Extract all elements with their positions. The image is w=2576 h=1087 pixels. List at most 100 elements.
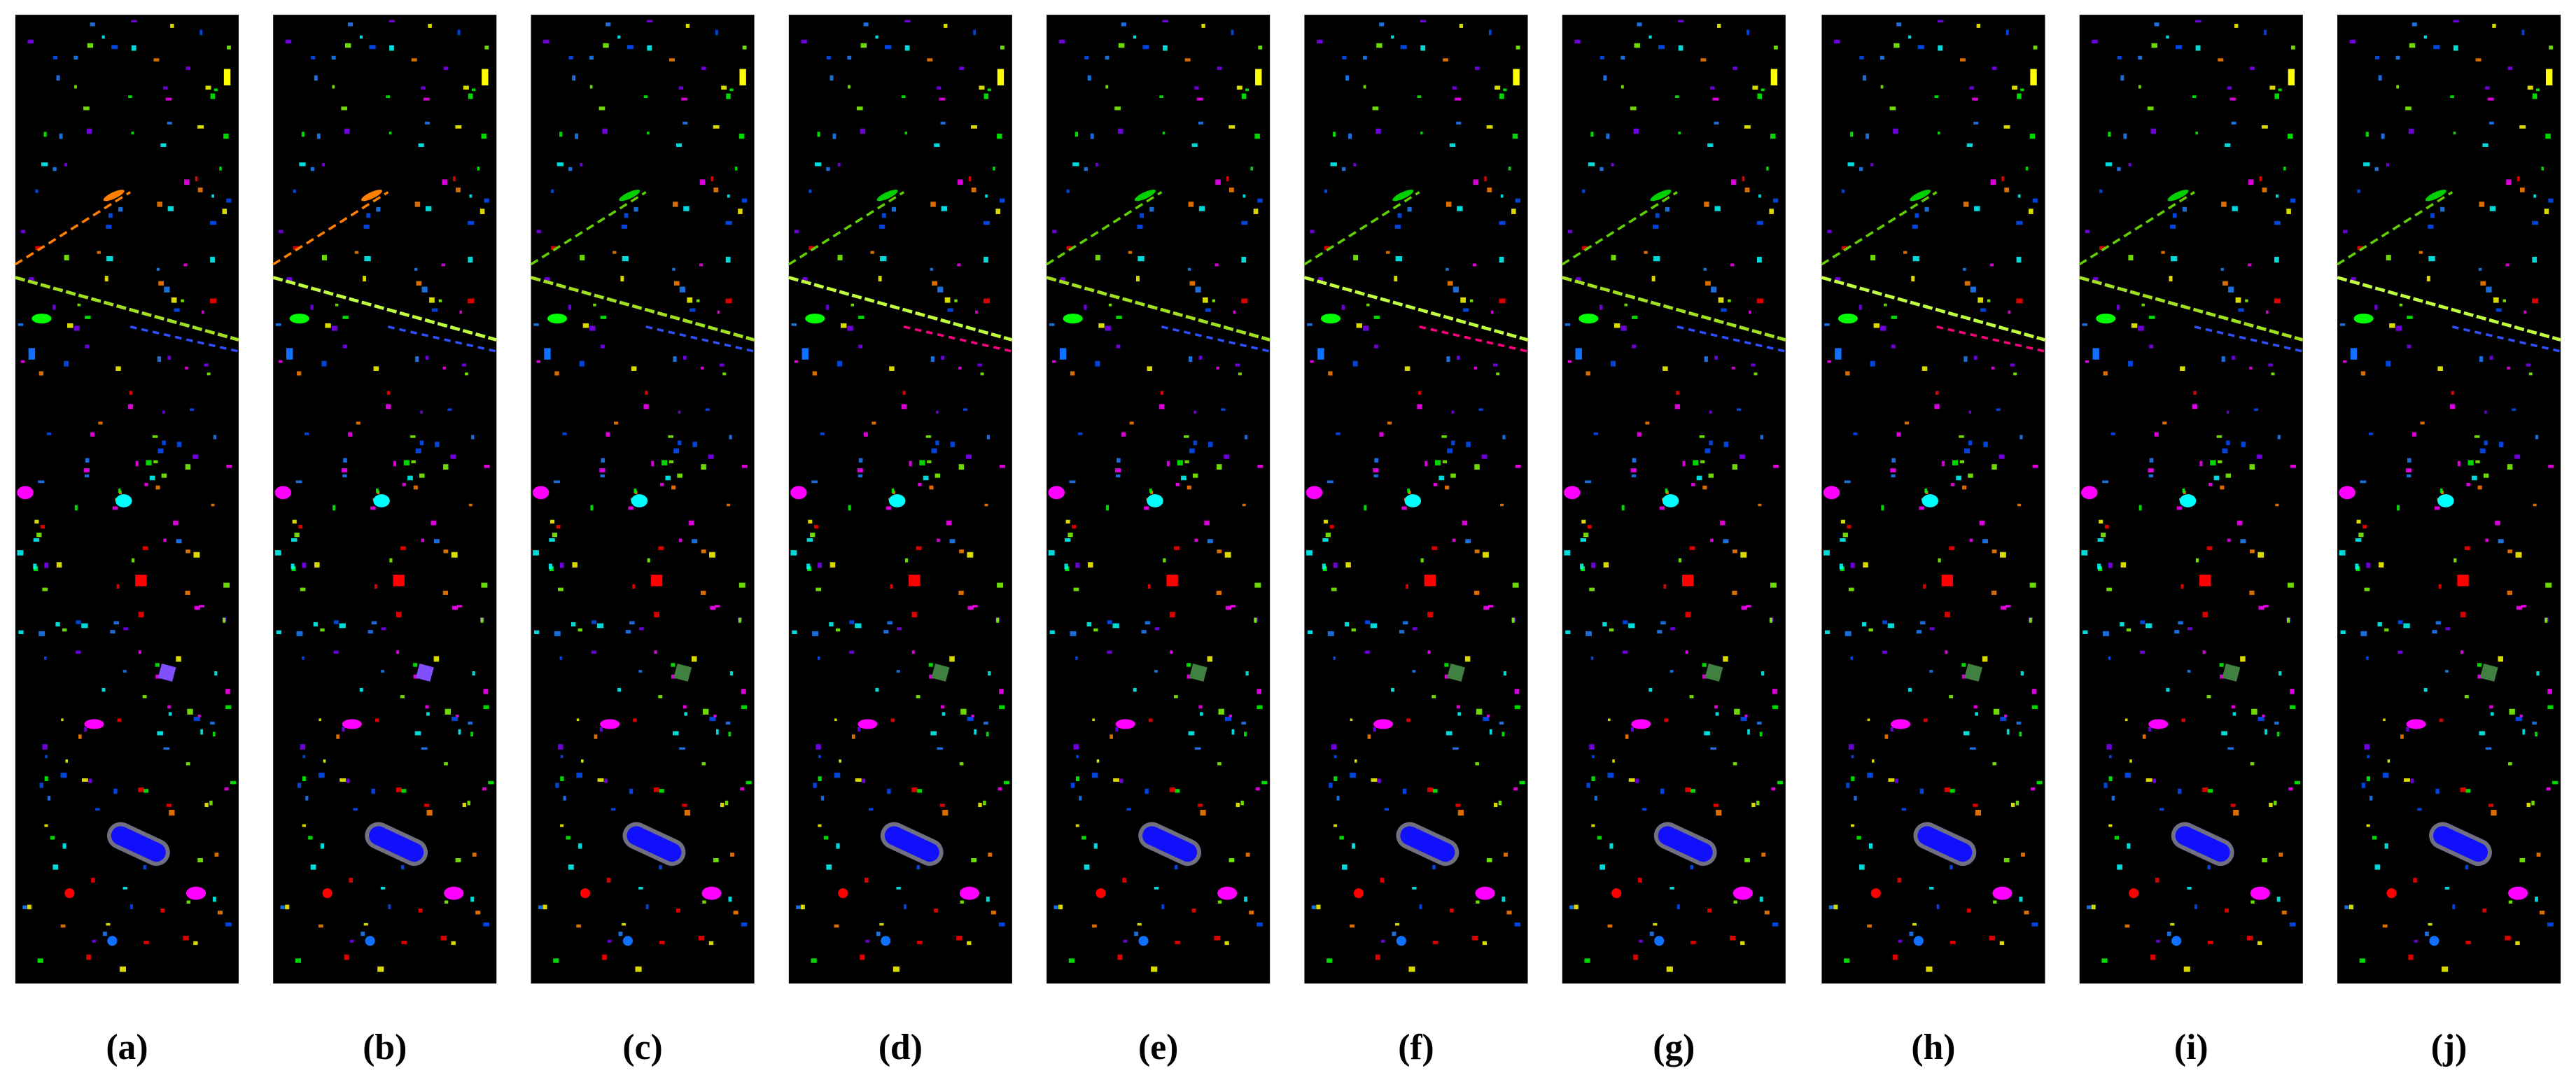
pixel-cluster xyxy=(2108,132,2111,137)
pixel-cluster xyxy=(858,316,864,319)
pixel-cluster xyxy=(1105,325,1112,331)
pixel-cluster xyxy=(336,734,340,739)
pixel-cluster xyxy=(880,255,887,262)
region xyxy=(1513,69,1520,85)
pixel-cluster xyxy=(1345,562,1351,568)
pixel-cluster xyxy=(1633,128,1639,134)
road xyxy=(14,190,132,266)
pixel-cluster xyxy=(720,802,724,808)
pixel-cluster xyxy=(1076,755,1079,759)
pixel-cluster xyxy=(144,940,149,944)
pixel-cluster xyxy=(2230,97,2236,101)
pixel-cluster xyxy=(153,58,160,62)
pixel-cluster xyxy=(891,206,897,212)
pixel-cluster xyxy=(2483,473,2489,478)
pixel-cluster xyxy=(2151,43,2157,48)
pixel-cluster xyxy=(209,298,217,304)
pixel-cluster xyxy=(468,722,473,725)
parking-lot xyxy=(1396,822,1460,867)
pixel-cluster xyxy=(1084,55,1089,59)
pixel-cluster xyxy=(2290,198,2296,203)
pixel-cluster xyxy=(709,552,715,558)
pixel-cluster xyxy=(1073,744,1079,750)
pixel-cluster xyxy=(2465,789,2471,793)
pixel-cluster xyxy=(1424,461,1428,467)
pixel-cluster xyxy=(1586,783,1590,788)
pixel-cluster xyxy=(2097,563,2101,570)
pixel-cluster xyxy=(2522,729,2526,735)
pixel-cluster xyxy=(1973,705,1977,709)
pixel-cluster xyxy=(1000,464,1006,468)
pixel-cluster xyxy=(472,671,475,676)
pixel-cluster xyxy=(678,440,682,446)
pixel-cluster xyxy=(2169,276,2173,282)
pixel-cluster xyxy=(1181,475,1186,481)
region xyxy=(115,494,132,507)
pixel-cluster xyxy=(1936,904,1940,909)
road xyxy=(903,325,1013,353)
pixel-cluster xyxy=(333,650,339,654)
pixel-cluster xyxy=(1452,747,1459,750)
pixel-cluster xyxy=(52,55,57,59)
pixel-cluster xyxy=(443,464,449,470)
pixel-cluster xyxy=(676,908,680,913)
pixel-cluster xyxy=(1391,687,1395,692)
pixel-cluster xyxy=(857,468,863,472)
pixel-cluster xyxy=(2106,587,2112,591)
pixel-cluster xyxy=(2438,584,2442,589)
region xyxy=(2425,190,2446,202)
pixel-cluster xyxy=(1980,308,1987,312)
pixel-cluster xyxy=(1508,167,1511,171)
pixel-cluster xyxy=(144,789,149,793)
region xyxy=(1115,719,1135,729)
pixel-cluster xyxy=(1934,95,1939,99)
pixel-cluster xyxy=(1116,458,1121,463)
pixel-cluster xyxy=(1751,802,1756,808)
pixel-cluster xyxy=(1870,255,1876,261)
parking-lot xyxy=(106,822,170,867)
pixel-cluster xyxy=(2452,904,2456,909)
pixel-cluster xyxy=(940,121,946,125)
pixel-cluster xyxy=(1217,900,1222,904)
pixel-cluster xyxy=(606,22,611,27)
pixel-cluster xyxy=(1114,468,1121,472)
pixel-cluster xyxy=(116,584,120,589)
pixel-cluster xyxy=(2386,162,2389,167)
pixel-cluster xyxy=(1732,464,1738,470)
pixel-cluster xyxy=(1690,789,1696,793)
pixel-cluster xyxy=(2536,853,2541,857)
pixel-cluster xyxy=(973,29,976,36)
pixel-cluster xyxy=(331,325,338,331)
pixel-cluster xyxy=(167,121,172,125)
pixel-cluster xyxy=(353,808,358,811)
pixel-cluster xyxy=(37,958,43,963)
pixel-cluster xyxy=(808,246,815,251)
pixel-cluster xyxy=(1704,731,1710,736)
pixel-cluster xyxy=(1186,674,1192,679)
pixel-cluster xyxy=(426,712,430,716)
pixel-cluster xyxy=(310,304,314,310)
pixel-cluster xyxy=(558,744,564,750)
pixel-cluster xyxy=(1620,55,1625,60)
pixel-cluster xyxy=(81,623,88,629)
pixel-cluster xyxy=(1896,432,1901,437)
pixel-cluster xyxy=(2442,966,2449,972)
pixel-cluster xyxy=(691,656,697,662)
pixel-cluster xyxy=(1892,954,1898,960)
pixel-cluster xyxy=(909,461,912,467)
pixel-cluster xyxy=(1095,255,1100,261)
pixel-cluster xyxy=(451,716,458,722)
pixel-cluster xyxy=(2275,503,2279,507)
pixel-cluster xyxy=(2423,35,2427,39)
pixel-cluster xyxy=(2521,29,2525,36)
pixel-cluster xyxy=(95,808,100,811)
pixel-cluster xyxy=(1657,630,1662,634)
pixel-cluster xyxy=(971,714,974,717)
pixel-cluster xyxy=(863,22,869,27)
pixel-cluster xyxy=(2108,562,2113,568)
pixel-cluster xyxy=(1633,954,1639,960)
pixel-cluster xyxy=(2508,900,2513,904)
pixel-cluster xyxy=(1858,304,1862,310)
pixel-cluster xyxy=(2258,552,2264,558)
classification-map xyxy=(2078,15,2304,984)
